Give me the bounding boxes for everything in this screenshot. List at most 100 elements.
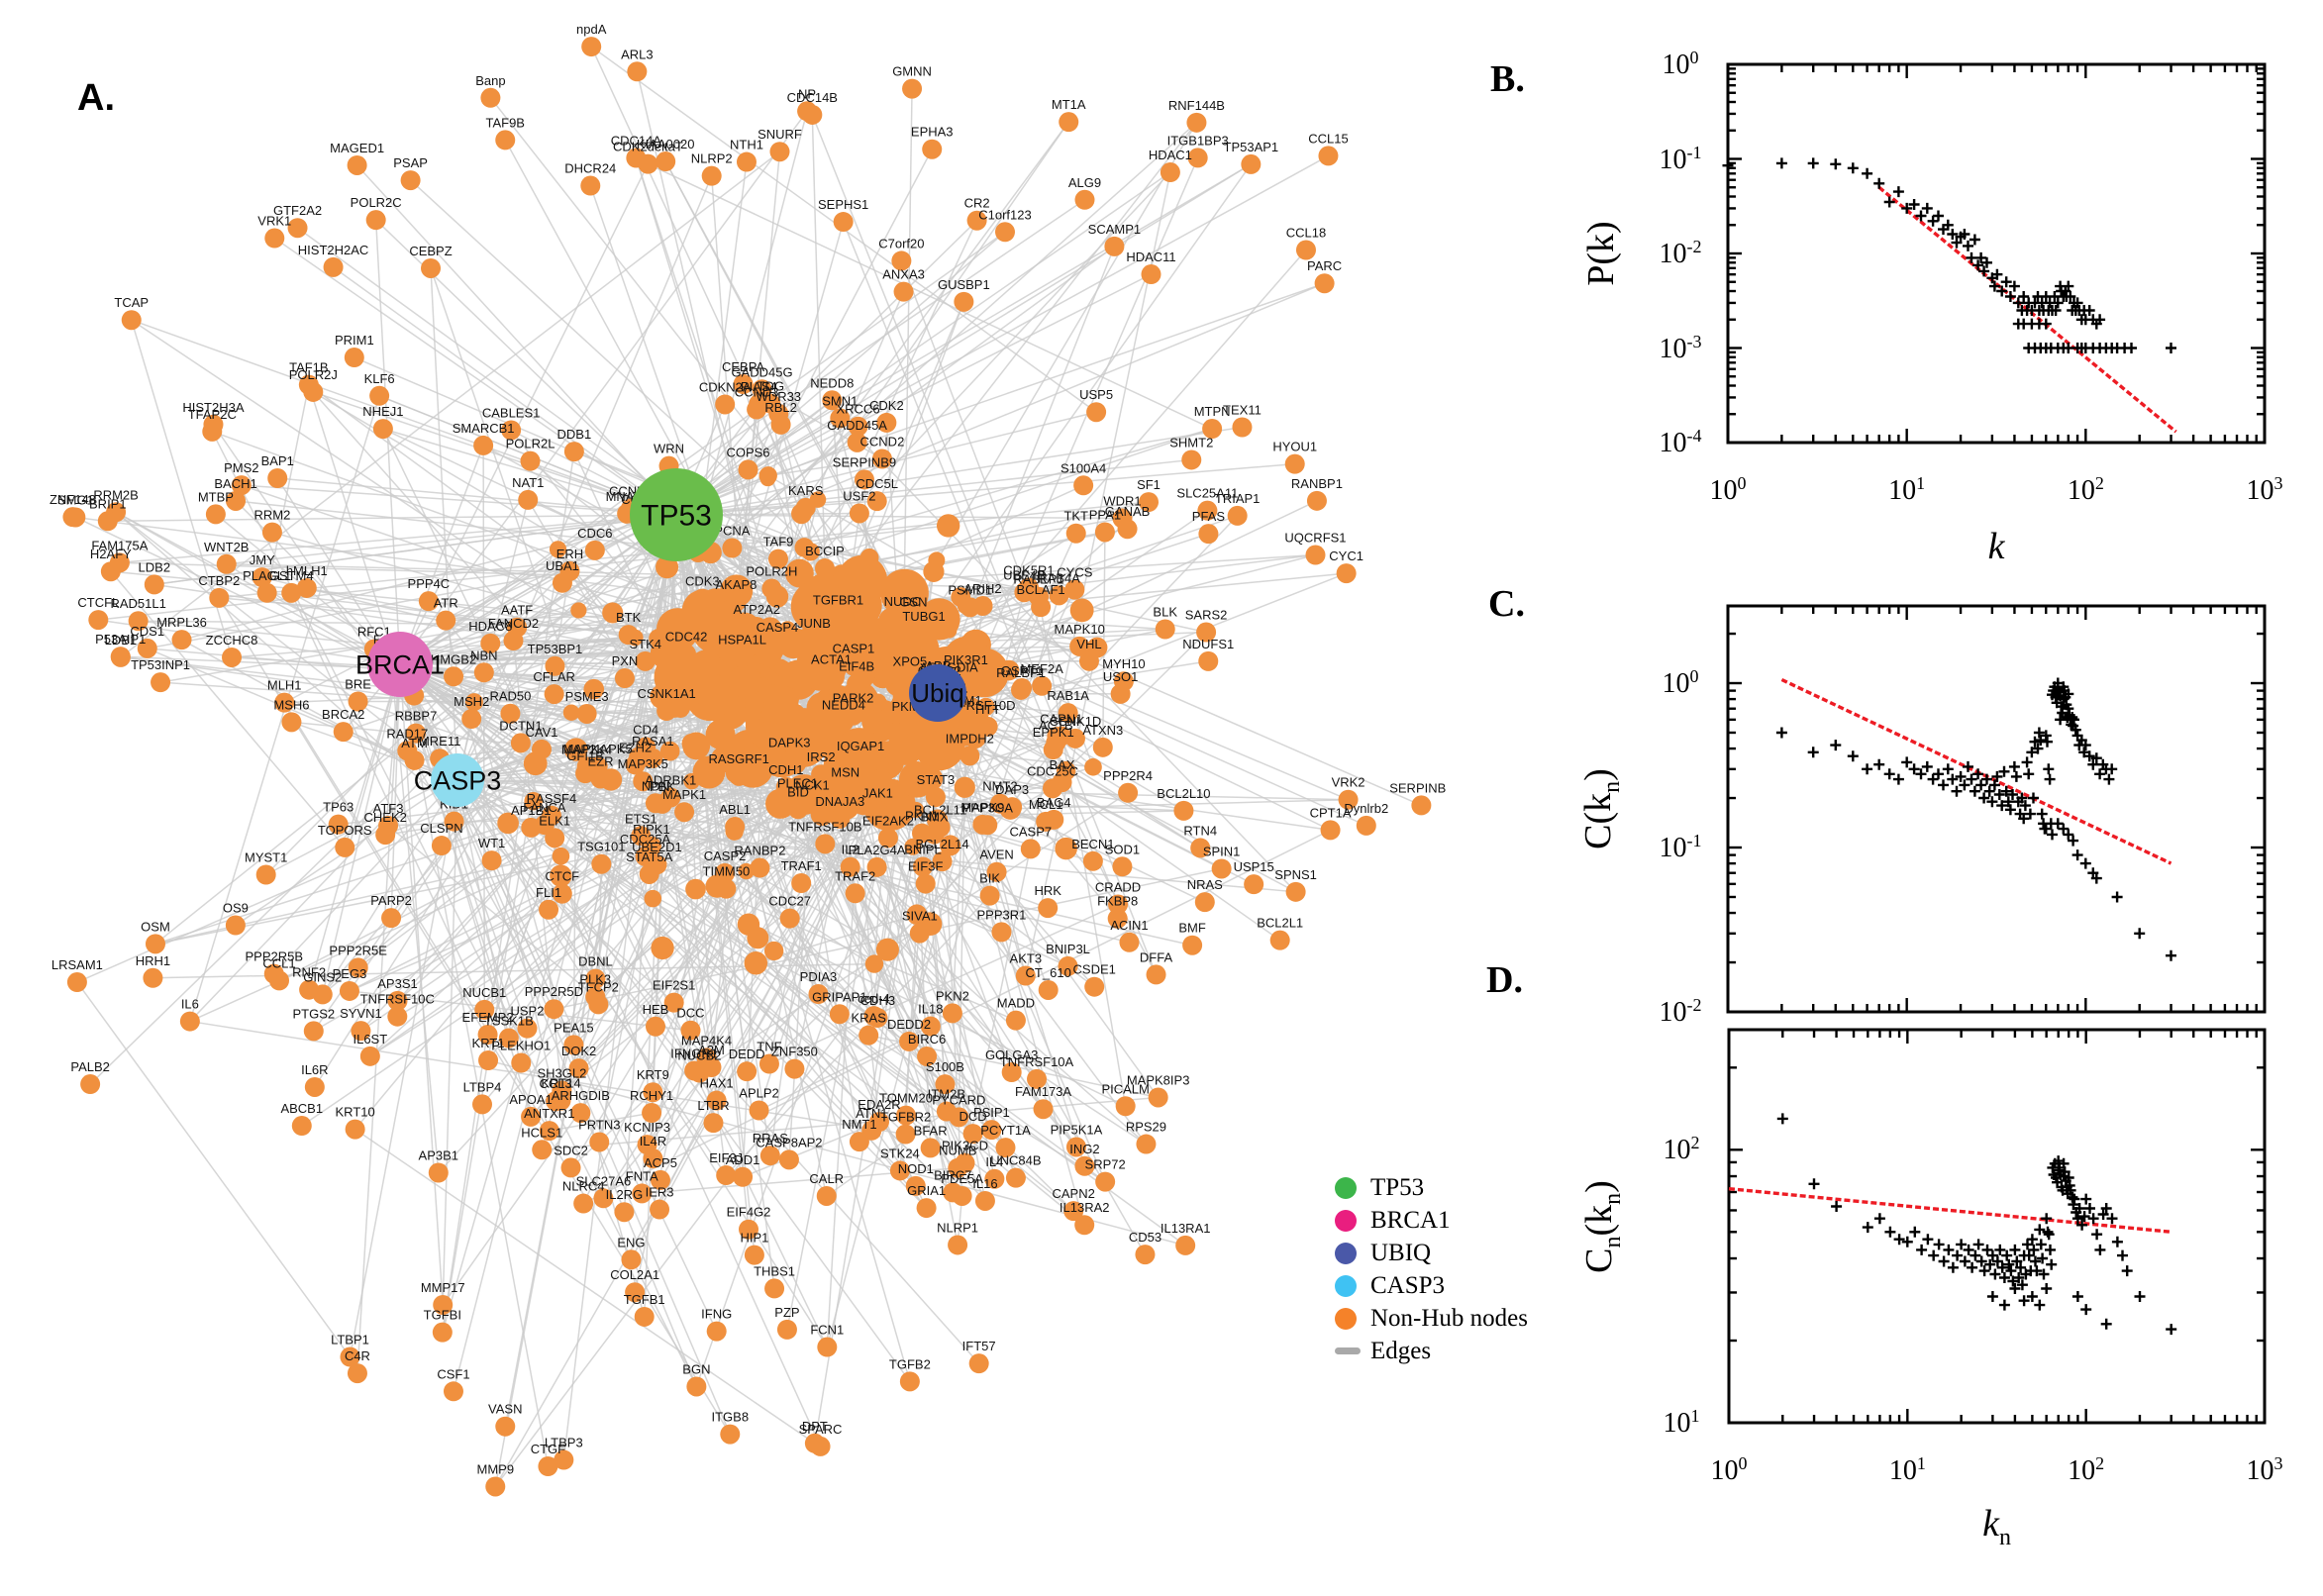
network-node [347, 1363, 367, 1384]
network-node [544, 999, 564, 1020]
network-node [922, 139, 943, 159]
network-node [503, 631, 524, 651]
network-filler-node [859, 548, 879, 567]
network-node-label: PIP5K1A [1051, 1122, 1103, 1137]
network-node [1112, 508, 1133, 529]
network-node [656, 701, 677, 722]
network-node-label: SIVA1 [902, 909, 938, 924]
network-node [351, 1021, 371, 1042]
network-node-label: BCCIP [805, 544, 845, 558]
network-node-label: COL2A1 [610, 1267, 659, 1282]
network-node-label: RFC1 [357, 625, 391, 640]
network-node [344, 348, 364, 368]
network-filler-node [683, 772, 700, 790]
network-node-label: DFFA [1140, 949, 1173, 964]
network-node [261, 522, 282, 543]
network-node-label: ACP5 [644, 1155, 677, 1170]
network-node-label: NEDD4 [822, 697, 865, 712]
network-filler-node [1069, 598, 1094, 623]
network-node-label: RAB4A [1038, 570, 1080, 585]
network-node-label: GUSBP1 [938, 277, 990, 292]
network-node [895, 1124, 916, 1145]
network-node [816, 1185, 837, 1206]
network-node [202, 421, 223, 442]
network-node-label: RNF2 [292, 965, 326, 980]
network-node-label: LDB2 [139, 559, 171, 574]
network-node-label: CDH1 [768, 762, 803, 777]
network-node-label: IL16 [972, 1176, 997, 1191]
network-node-label: IFNGR1 [670, 1046, 718, 1060]
network-filler-node [758, 684, 799, 724]
network-node-label: TP53AP1 [1224, 140, 1279, 154]
network-node [432, 1322, 453, 1343]
network-node-label: UBA1 [546, 558, 579, 573]
network-node-label: USP15 [1234, 859, 1274, 874]
network-node [915, 873, 936, 894]
network-node [650, 1169, 670, 1190]
network-node-label: SPARC [799, 1422, 843, 1437]
network-node-label: MYST1 [245, 849, 287, 864]
network-filler-node [664, 653, 716, 705]
network-node [365, 210, 386, 231]
network-node-label: PMS2 [224, 460, 258, 475]
network-node [1118, 782, 1139, 803]
network-node-label: SLC25A11 [1176, 486, 1238, 501]
network-node-label: TIMM50 [703, 864, 751, 879]
legend-dot-swatch [1335, 1209, 1357, 1232]
network-node-label: STK24 [880, 1146, 920, 1160]
network-node [1244, 874, 1264, 895]
network-node [733, 374, 754, 395]
network-node-label: DAP3 [995, 782, 1029, 797]
network-node-label: MSH6 [273, 697, 309, 712]
network-node [498, 1028, 519, 1048]
network-node [485, 1476, 506, 1497]
network-node [255, 864, 276, 885]
network-node-label: KRT1 [472, 1036, 505, 1050]
network-node-label: SARS2 [1185, 608, 1228, 623]
network-node [281, 712, 302, 733]
network-node-label: SH3GL2 [537, 1065, 586, 1080]
network-node-label: NUDC [884, 594, 922, 609]
network-node [570, 1103, 591, 1124]
network-node-label: CDK2 [869, 398, 904, 413]
network-node-label: FKBP8 [1097, 894, 1138, 909]
network-node-label: NAT1 [512, 475, 544, 490]
network-node-label: PXN [612, 653, 639, 668]
network-node [1181, 449, 1202, 470]
network-node [866, 491, 887, 512]
network-filler-node [868, 693, 887, 712]
network-node-label: EZR [588, 754, 614, 769]
network-node-label: CCND2 [860, 434, 905, 449]
network-node [732, 647, 753, 667]
fit-line [1780, 677, 2172, 865]
network-node-label: TOPORS [318, 823, 372, 838]
network-node [791, 873, 812, 894]
network-node [909, 923, 930, 944]
network-node [539, 1121, 559, 1142]
network-node-label: DAPK3 [768, 736, 811, 750]
network-node [912, 856, 933, 877]
network-node-label: CCL18 [1286, 225, 1326, 240]
network-node-label: CRADD [1095, 879, 1141, 894]
network-node [867, 800, 888, 821]
network-node [843, 705, 863, 726]
network-filler-node [649, 629, 668, 648]
network-node [720, 1424, 741, 1445]
network-node-label: CSNK1A1 [637, 686, 695, 701]
network-node [1073, 475, 1094, 496]
network-node-label: PSAP [393, 155, 428, 170]
network-node [739, 1219, 759, 1240]
network-node [66, 972, 87, 993]
network-filler-node [524, 791, 543, 811]
network-node [902, 78, 923, 99]
network-node [478, 1050, 499, 1071]
network-node-label: IL2 [842, 843, 859, 857]
network-node [830, 808, 851, 829]
network-node-label: PRTN3 [578, 1118, 620, 1133]
network-filler-node [549, 541, 567, 558]
network-node-label: CDK5R1 [1003, 562, 1054, 577]
network-node-label: SMG1 [57, 492, 94, 507]
network-node [811, 764, 832, 785]
network-node-label: SERPINB8 [1389, 780, 1446, 795]
